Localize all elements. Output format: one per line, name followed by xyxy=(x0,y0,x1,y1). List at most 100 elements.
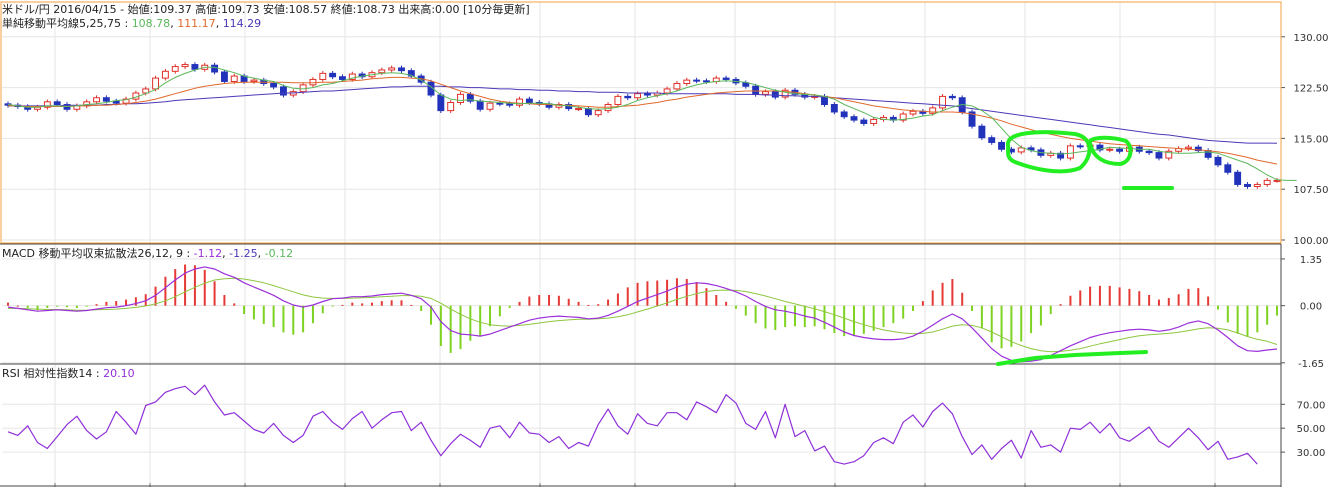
macd-hist-bar-60 xyxy=(597,304,600,306)
candle-8 xyxy=(83,99,91,109)
histogram-value: -0.12 xyxy=(264,247,294,260)
highlight-loop-1 xyxy=(1006,130,1092,174)
macd-hist-bar-74 xyxy=(734,305,737,309)
candle-117 xyxy=(1155,150,1163,161)
macd-hist-bar-1 xyxy=(16,305,19,307)
macd-hist-bar-68 xyxy=(675,278,678,306)
candle-123 xyxy=(1214,154,1222,168)
ma25-value: 111.17 xyxy=(177,17,216,30)
macd-hist-bar-29 xyxy=(292,305,295,335)
macd-hist-bar-65 xyxy=(646,281,649,306)
macd-ytick-label-1: 0.00 xyxy=(1300,302,1322,313)
candle-63 xyxy=(624,94,632,101)
candle-69 xyxy=(683,77,691,86)
candle-31 xyxy=(309,77,317,88)
macd-hist-bar-20 xyxy=(203,269,206,306)
candle-body-11 xyxy=(112,100,120,104)
price-ytick-label-4: 100.00 xyxy=(1294,236,1329,247)
macd-hist-bar-95 xyxy=(941,282,944,306)
candle-body-53 xyxy=(525,98,533,103)
macd-hist-bar-63 xyxy=(626,287,629,306)
candle-body-9 xyxy=(93,97,100,103)
candle-39 xyxy=(388,65,396,73)
macd-hist-bar-58 xyxy=(577,301,580,306)
candle-62 xyxy=(614,94,622,107)
macd-hist-bar-40 xyxy=(400,300,403,306)
candle-65 xyxy=(643,91,651,98)
candle-body-104 xyxy=(1027,147,1035,151)
candle-body-84 xyxy=(830,104,838,113)
candle-body-108 xyxy=(1066,145,1074,159)
candle-25 xyxy=(250,77,258,84)
macd-hist-bar-27 xyxy=(272,305,275,328)
macd-hist-bar-89 xyxy=(882,305,885,328)
candle-body-40 xyxy=(398,67,405,72)
macd-ytick-label-0: 1.35 xyxy=(1300,255,1322,266)
macd-hist-bar-96 xyxy=(951,279,954,306)
candle-100 xyxy=(988,135,996,145)
macd-line xyxy=(7,266,1278,363)
candle-body-44 xyxy=(437,94,445,112)
candle-body-117 xyxy=(1155,152,1163,159)
candle-32 xyxy=(319,70,327,82)
candle-116 xyxy=(1145,148,1153,155)
macd-hist-bar-110 xyxy=(1089,286,1092,306)
macd-line-value: -1.12 xyxy=(193,247,223,260)
candle-33 xyxy=(329,70,337,80)
macd-hist-bar-78 xyxy=(774,305,777,331)
macd-panel-title: MACD 移動平均収束拡散法26,12, 9 : -1.12, -1.25, -… xyxy=(2,247,293,260)
candle-body-76 xyxy=(752,85,760,95)
candle-17 xyxy=(171,64,179,74)
candle-body-65 xyxy=(643,93,651,96)
candle-body-27 xyxy=(270,83,278,88)
macd-label: MACD 移動平均収束拡散法 xyxy=(2,247,138,260)
macd-hist-bar-109 xyxy=(1079,290,1082,306)
candle-119 xyxy=(1175,146,1183,154)
candle-104 xyxy=(1027,145,1035,153)
macd-hist-bar-23 xyxy=(233,303,236,306)
macd-hist-bar-24 xyxy=(243,305,246,315)
candle-body-48 xyxy=(476,100,484,110)
macd-hist-bar-76 xyxy=(754,305,757,324)
macd-hist-bar-111 xyxy=(1098,285,1101,306)
candle-body-64 xyxy=(634,93,642,99)
candle-129 xyxy=(1273,178,1281,183)
ma25-line xyxy=(8,76,1278,165)
macd-hist-bar-116 xyxy=(1148,295,1151,306)
macd-hist-bar-72 xyxy=(715,295,718,306)
candle-body-21 xyxy=(211,64,219,73)
macd-hist-bar-33 xyxy=(331,305,334,307)
rsi-line xyxy=(7,384,1258,465)
candle-40 xyxy=(398,65,405,74)
highlight-divergence-line xyxy=(996,350,1148,366)
candle-96 xyxy=(948,94,956,101)
candle-body-50 xyxy=(496,102,504,105)
candle-body-121 xyxy=(1194,146,1202,152)
candle-35 xyxy=(348,71,356,82)
macd-hist-bar-3 xyxy=(36,305,39,311)
macd-hist-bar-35 xyxy=(351,302,354,306)
macd-hist-bar-114 xyxy=(1128,288,1131,306)
candle-body-5 xyxy=(53,101,61,106)
candle-body-25 xyxy=(250,79,258,82)
candle-body-109 xyxy=(1076,145,1084,148)
macd-hist-bar-121 xyxy=(1197,288,1200,306)
candle-49 xyxy=(486,100,494,112)
macd-hist-bar-39 xyxy=(390,300,393,306)
price-header-line: 米ドル/円 2016/04/15 - 始値:109.37 高値:109.73 安… xyxy=(2,3,530,16)
macd-hist-bar-21 xyxy=(213,281,216,306)
candle-body-38 xyxy=(378,69,386,74)
rsi-panel-title: RSI 相対性指数14 : 20.10 xyxy=(2,367,135,380)
macd-hist-bar-19 xyxy=(193,265,196,306)
macd-hist-bar-75 xyxy=(744,305,747,316)
macd-hist-bar-83 xyxy=(823,305,826,330)
candle-body-33 xyxy=(329,72,337,78)
macd-hist-bar-86 xyxy=(853,305,855,337)
ma-sep-2: , xyxy=(215,17,223,30)
macd-hist-bar-18 xyxy=(184,264,187,306)
candle-body-34 xyxy=(339,76,346,80)
macd-hist-bar-10 xyxy=(105,301,108,306)
macd-hist-bar-50 xyxy=(498,305,501,317)
macd-hist-bar-106 xyxy=(1049,305,1052,315)
candle-body-59 xyxy=(584,108,592,116)
